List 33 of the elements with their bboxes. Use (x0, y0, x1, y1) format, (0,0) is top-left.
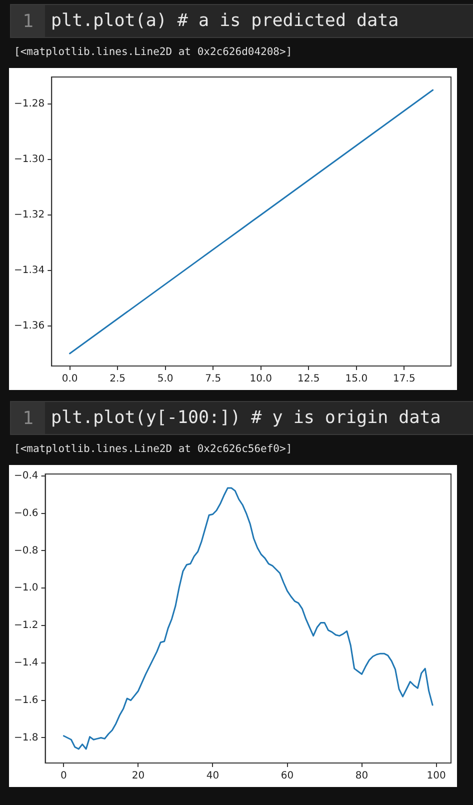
x-tick-label: 7.5 (205, 374, 222, 385)
y-tick-label: −1.36 (14, 320, 45, 332)
y-tick-label: −1.8 (14, 732, 38, 744)
y-tick-label: −0.4 (14, 470, 38, 482)
chart-title: plt.plot(a) # a is predicted data (50, 11, 399, 31)
x-tick-label: 40 (206, 770, 220, 782)
y-tick-label: −1.34 (14, 264, 45, 276)
y-tick-label: −0.8 (14, 545, 38, 556)
chart-subtitle: [<matplotlib.lines.Line2D at 0x2c626c56ef0>] (14, 443, 292, 455)
x-tick-label: 15.0 (345, 374, 368, 385)
y-tick-label: −0.6 (14, 508, 38, 519)
x-tick-label: 12.5 (298, 374, 320, 385)
y-tick-label: −1.4 (14, 658, 38, 669)
x-tick-label: 0 (60, 770, 67, 782)
x-tick-label: 2.5 (110, 374, 126, 385)
y-tick-label: −1.6 (14, 694, 38, 706)
y-tick-label: −1.30 (14, 154, 45, 165)
y-tick-label: −1.2 (14, 620, 38, 632)
x-tick-label: 0.0 (62, 374, 78, 385)
x-tick-label: 20 (132, 770, 145, 782)
x-tick-label: 17.5 (393, 374, 416, 385)
text: 1 (11, 5, 45, 37)
text: 1 (11, 402, 45, 434)
x-tick-label: 10.0 (250, 374, 272, 385)
y-tick-label: −1.32 (14, 209, 45, 220)
chart-title: plt.plot(y[-100:]) # y is origin data (50, 408, 441, 428)
y-tick-label: −1.28 (14, 98, 45, 110)
x-tick-label: 60 (280, 770, 294, 782)
x-tick-label: 100 (426, 770, 446, 782)
x-tick-label: 80 (355, 770, 368, 782)
chart-subtitle: [<matplotlib.lines.Line2D at 0x2c626d04208>] (14, 46, 292, 58)
y-tick-label: −1.0 (14, 582, 38, 594)
x-tick-label: 5.0 (157, 374, 174, 385)
